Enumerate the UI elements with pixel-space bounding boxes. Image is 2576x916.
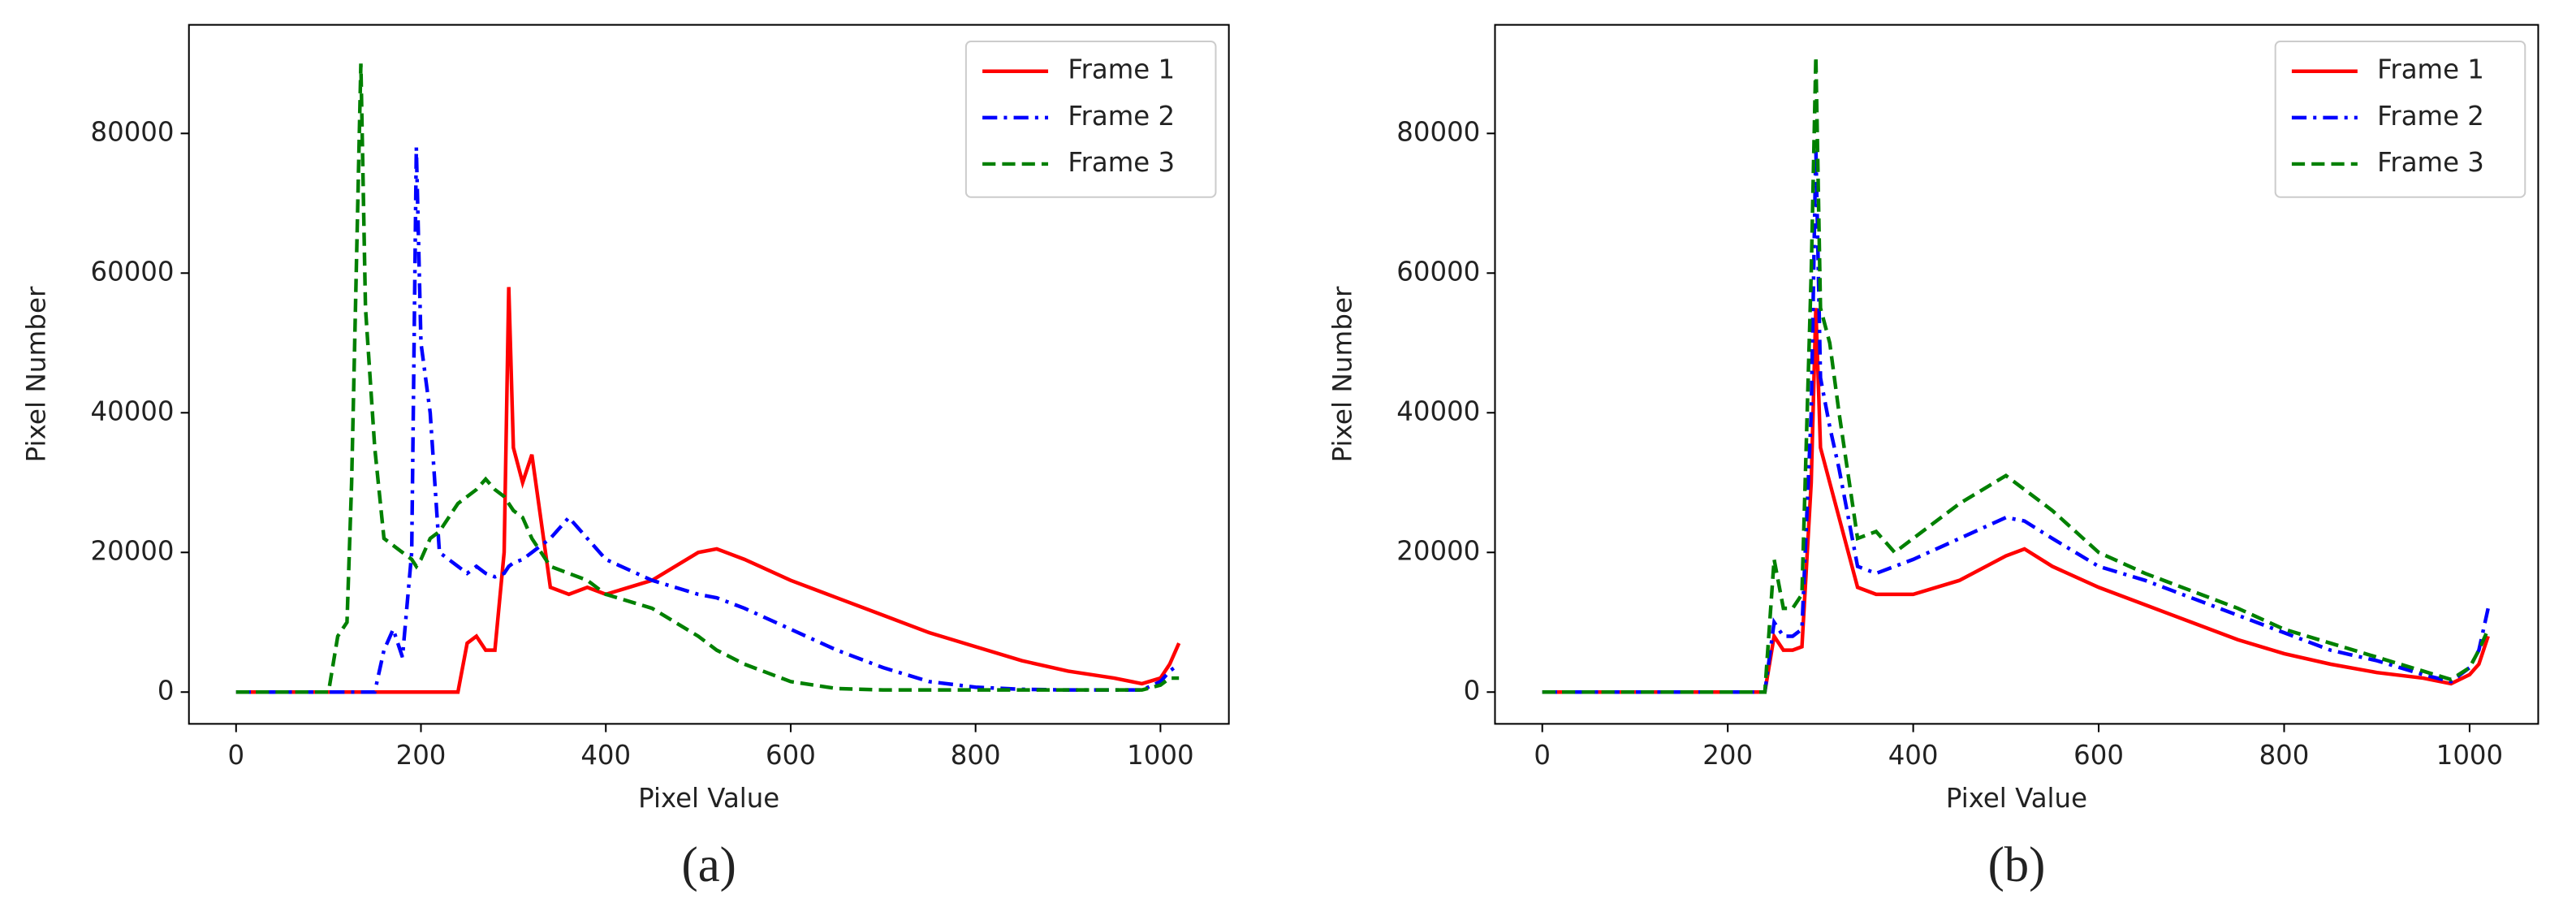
y-tick-label: 40000 (91, 395, 175, 426)
x-axis-label: Pixel Value (638, 783, 779, 814)
y-tick-label: 20000 (1396, 535, 1480, 566)
y-axis-label: Pixel Number (21, 286, 52, 463)
x-tick-label: 600 (2073, 740, 2124, 771)
y-tick-label: 0 (1464, 675, 1481, 706)
y-tick-label: 20000 (91, 535, 175, 566)
panel-label: (a) (681, 838, 736, 892)
series-line (1542, 56, 2490, 694)
y-tick-label: 60000 (91, 256, 175, 287)
series-line (235, 147, 1180, 694)
legend-box (964, 40, 1217, 198)
panel-label: (b) (1988, 838, 2046, 892)
y-tick-label: 40000 (1396, 395, 1480, 426)
x-axis-label: Pixel Value (1946, 783, 2087, 814)
x-tick-label: 400 (580, 740, 631, 771)
y-tick-label: 0 (157, 675, 175, 706)
series-line (235, 63, 1180, 694)
x-tick-label: 200 (1702, 740, 1753, 771)
legend-label: Frame 1 (1068, 54, 1175, 85)
x-tick-label: 200 (396, 740, 447, 771)
x-tick-label: 0 (227, 740, 244, 771)
legend-label: Frame 2 (2377, 101, 2484, 132)
series-line (235, 287, 1181, 694)
legend-box (2274, 40, 2526, 198)
series-line (1542, 147, 2490, 694)
y-tick-label: 80000 (1396, 116, 1480, 147)
x-tick-label: 0 (1534, 740, 1551, 771)
x-tick-label: 1000 (1127, 740, 1193, 771)
y-axis-label: Pixel Number (1327, 286, 1357, 463)
x-tick-label: 600 (766, 740, 816, 771)
legend-label: Frame 3 (2377, 147, 2484, 178)
x-tick-label: 800 (951, 740, 1001, 771)
plot-frame (1494, 24, 2539, 725)
x-tick-label: 800 (2259, 740, 2310, 771)
legend-label: Frame 3 (1068, 147, 1175, 178)
plot-frame (188, 24, 1230, 725)
x-tick-label: 400 (1888, 740, 1939, 771)
y-tick-label: 60000 (1396, 256, 1480, 287)
legend-label: Frame 1 (2377, 54, 2484, 85)
y-tick-label: 80000 (91, 116, 175, 147)
series-line (1542, 308, 2490, 694)
x-tick-label: 1000 (2436, 740, 2503, 771)
legend-label: Frame 2 (1068, 101, 1175, 132)
